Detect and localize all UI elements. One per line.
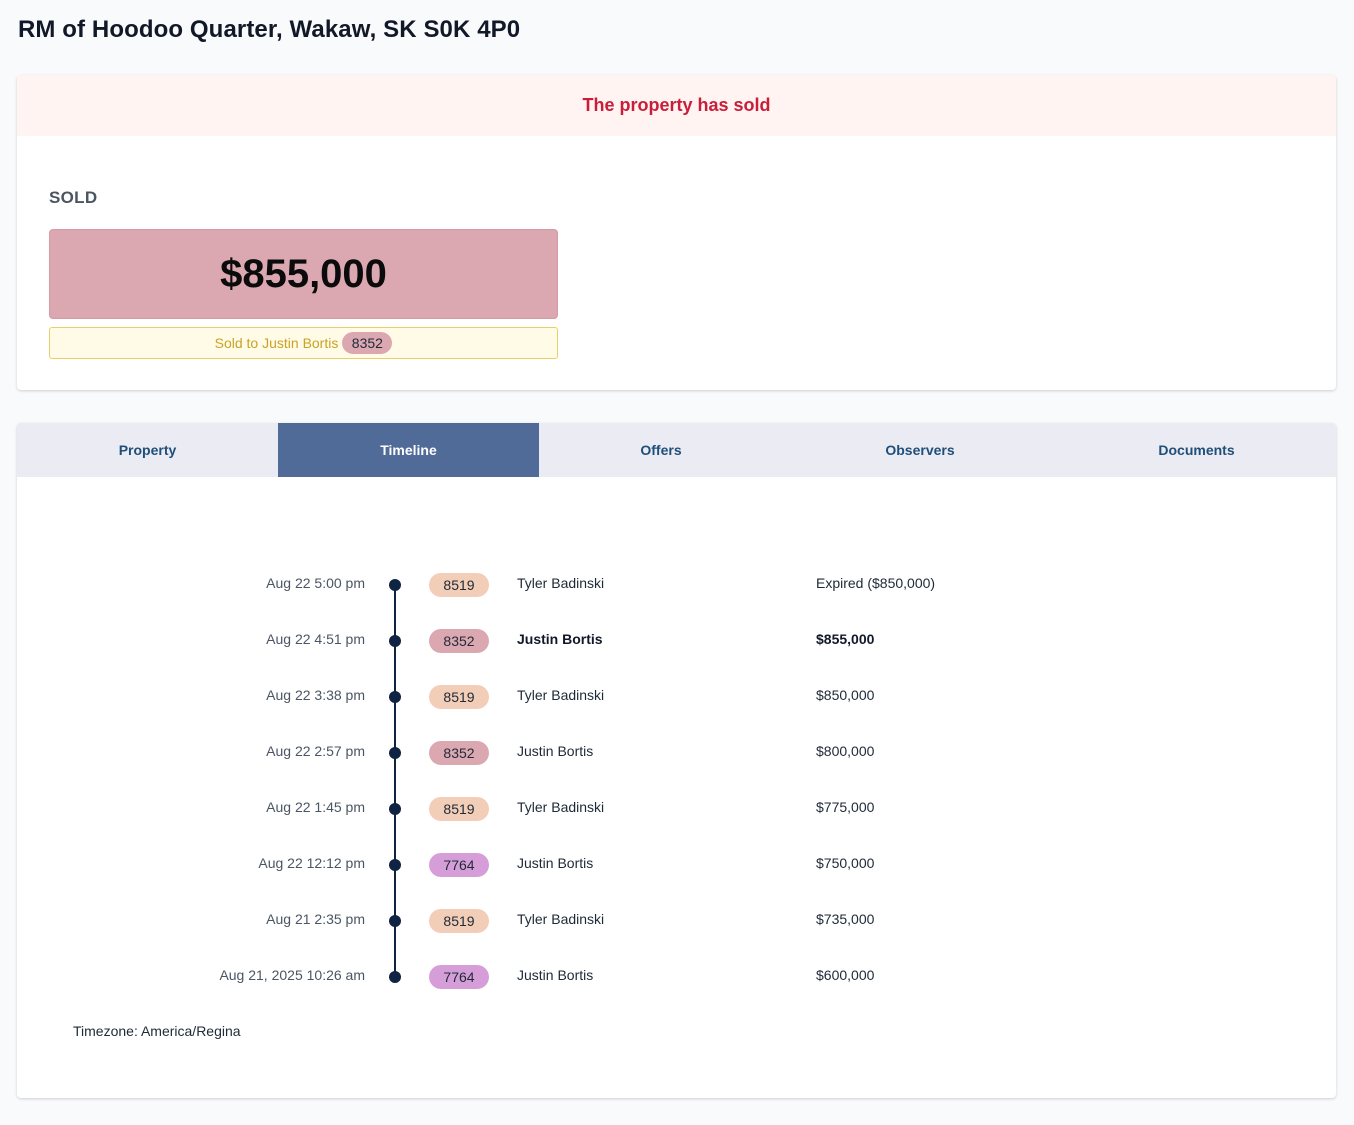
- timeline-dot: [389, 859, 401, 871]
- timeline-dot: [389, 915, 401, 927]
- timeline: Aug 22 5:00 pm 8519 Tyler Badinski Expir…: [17, 551, 1336, 999]
- bidder-name: Justin Bortis: [517, 631, 603, 647]
- bidder-badge: 8519: [429, 909, 489, 933]
- page-title: RM of Hoodoo Quarter, Wakaw, SK S0K 4P0: [18, 16, 521, 43]
- bidder-name: Tyler Badinski: [517, 687, 605, 703]
- timeline-time: Aug 22 3:38 pm: [266, 687, 365, 703]
- timeline-row: Aug 21, 2025 10:26 am 7764 Justin Bortis…: [17, 943, 1336, 999]
- bidder-name: Justin Bortis: [517, 967, 594, 983]
- timeline-time: Aug 22 1:45 pm: [266, 799, 365, 815]
- timeline-row: Aug 22 4:51 pm 8352 Justin Bortis $855,0…: [17, 607, 1336, 663]
- offer-amount: $850,000: [816, 687, 875, 703]
- timeline-time: Aug 22 5:00 pm: [266, 575, 365, 591]
- bidder-name: Justin Bortis: [517, 855, 594, 871]
- timeline-dot: [389, 971, 401, 983]
- tab-offers[interactable]: Offers: [640, 442, 682, 458]
- timeline-row: Aug 22 5:00 pm 8519 Tyler Badinski Expir…: [17, 551, 1336, 607]
- bidder-badge: 7764: [429, 853, 489, 877]
- timeline-row: Aug 22 3:38 pm 8519 Tyler Badinski $850,…: [17, 663, 1336, 719]
- timeline-dot: [389, 747, 401, 759]
- timeline-time: Aug 22 4:51 pm: [266, 631, 365, 647]
- timeline-row: Aug 21 2:35 pm 8519 Tyler Badinski $735,…: [17, 887, 1336, 943]
- offer-amount: Expired ($850,000): [816, 575, 936, 591]
- tab-bar: Property Timeline Offers Observers Docum…: [17, 423, 1336, 477]
- timeline-row: Aug 22 12:12 pm 7764 Justin Bortis $750,…: [17, 831, 1336, 887]
- timeline-line: [394, 585, 396, 977]
- details-card: Property Timeline Offers Observers Docum…: [17, 423, 1336, 1098]
- sold-price-box: $855,000: [49, 229, 558, 319]
- sold-price: $855,000: [220, 251, 387, 296]
- bidder-badge: 8352: [429, 741, 489, 765]
- tab-timeline[interactable]: Timeline: [278, 423, 539, 477]
- timeline-time: Aug 21, 2025 10:26 am: [219, 967, 365, 983]
- timeline-time: Aug 22 2:57 pm: [266, 743, 365, 759]
- timeline-dot: [389, 579, 401, 591]
- offer-amount: $775,000: [816, 799, 875, 815]
- timeline-row: Aug 22 1:45 pm 8519 Tyler Badinski $775,…: [17, 775, 1336, 831]
- offer-amount: $855,000: [816, 631, 875, 647]
- bidder-badge: 8519: [429, 797, 489, 821]
- bidder-name: Tyler Badinski: [517, 911, 605, 927]
- timeline-dot: [389, 635, 401, 647]
- bidder-badge: 7764: [429, 965, 489, 989]
- timeline-dot: [389, 803, 401, 815]
- timeline-time: Aug 22 12:12 pm: [258, 855, 365, 871]
- timeline-dot: [389, 691, 401, 703]
- tab-observers[interactable]: Observers: [885, 442, 955, 458]
- bidder-badge: 8352: [429, 629, 489, 653]
- bidder-badge: 8519: [429, 685, 489, 709]
- sold-banner: The property has sold: [17, 75, 1336, 136]
- tab-property[interactable]: Property: [118, 442, 177, 458]
- timeline-row: Aug 22 2:57 pm 8352 Justin Bortis $800,0…: [17, 719, 1336, 775]
- offer-amount: $600,000: [816, 967, 875, 983]
- sold-status-card: The property has sold SOLD $855,000 Sold…: [17, 75, 1336, 390]
- sold-banner-text: The property has sold: [582, 95, 771, 115]
- sold-to-info: Sold to Justin Bortis 8352: [49, 327, 558, 359]
- tab-documents[interactable]: Documents: [1158, 442, 1235, 458]
- offer-amount: $750,000: [816, 855, 875, 871]
- buyer-id-badge: 8352: [342, 332, 393, 354]
- timezone-note: Timezone: America/Regina: [73, 1023, 241, 1039]
- offer-amount: $735,000: [816, 911, 875, 927]
- bidder-name: Tyler Badinski: [517, 799, 605, 815]
- timeline-time: Aug 21 2:35 pm: [266, 911, 365, 927]
- offer-amount: $800,000: [816, 743, 875, 759]
- bidder-name: Justin Bortis: [517, 743, 594, 759]
- status-label: SOLD: [49, 188, 98, 207]
- sold-to-text: Sold to Justin Bortis: [214, 335, 339, 351]
- bidder-name: Tyler Badinski: [517, 575, 605, 591]
- bidder-badge: 8519: [429, 573, 489, 597]
